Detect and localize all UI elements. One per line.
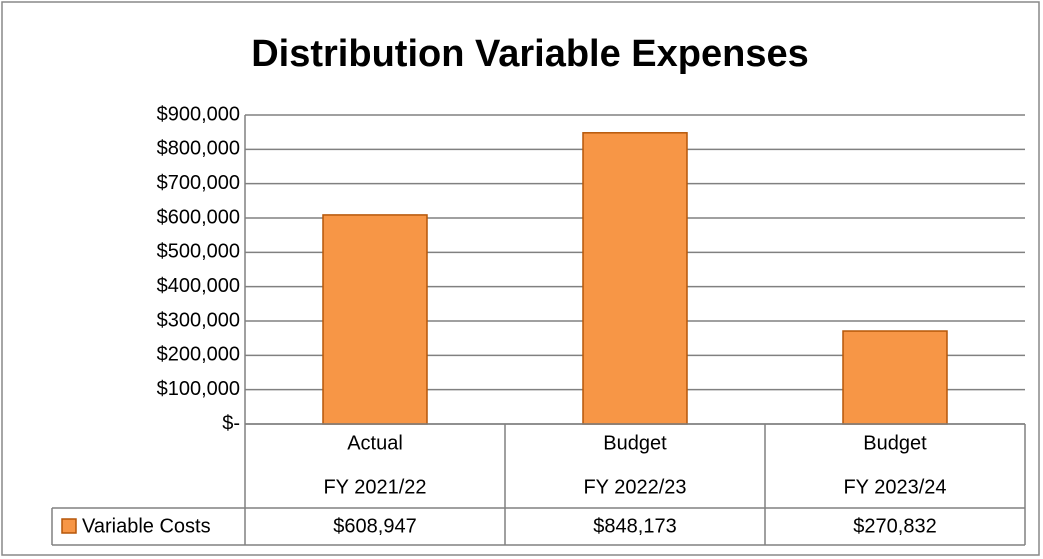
legend-swatch [61, 518, 77, 534]
chart-title: Distribution Variable Expenses [251, 33, 809, 75]
y-tick-label: $900,000 [157, 103, 240, 125]
y-tick-label: $100,000 [157, 378, 240, 400]
x-tick-label: FY 2023/24 [843, 476, 946, 498]
legend-label: Variable Costs [82, 515, 211, 537]
x-tick-label: FY 2022/23 [583, 476, 686, 498]
x-tick-label: Budget [863, 432, 927, 454]
bar [322, 214, 428, 425]
value-label: $608,947 [333, 515, 416, 537]
y-tick-label: $500,000 [157, 241, 240, 263]
y-tick-label: $400,000 [157, 275, 240, 297]
y-tick-label: $700,000 [157, 172, 240, 194]
y-tick-label: $200,000 [157, 344, 240, 366]
bar [842, 330, 948, 425]
y-tick-label: $300,000 [157, 309, 240, 331]
value-label: $848,173 [593, 515, 676, 537]
x-tick-label: Actual [347, 432, 403, 454]
x-tick-label: FY 2021/22 [323, 476, 426, 498]
y-tick-label: $- [222, 412, 240, 434]
x-tick-label: Budget [603, 432, 667, 454]
bar [582, 132, 688, 425]
y-tick-label: $600,000 [157, 206, 240, 228]
value-label: $270,832 [853, 515, 936, 537]
y-tick-label: $800,000 [157, 138, 240, 160]
data-table [51, 115, 1026, 546]
